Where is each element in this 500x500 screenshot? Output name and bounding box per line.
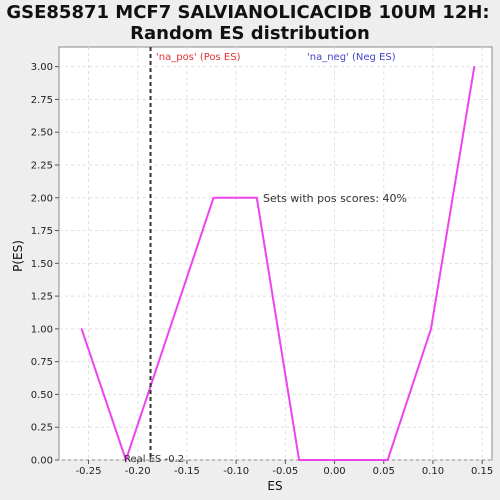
y-tick-label: 0.50: [31, 390, 53, 401]
x-tick-label: 0.05: [373, 466, 395, 477]
x-tick-label: 0.10: [422, 466, 444, 477]
y-ticks: 0.00 0.25 0.50 0.75 1.00 1.25 1.50 1.75 2.00 2.25…: [31, 62, 59, 467]
x-tick-label: 0.00: [323, 466, 345, 477]
legend-neg-es: 'na_neg' (Neg ES): [307, 52, 396, 63]
series: [80, 65, 476, 464]
y-tick-label: 2.00: [31, 193, 53, 204]
series-point: [80, 328, 83, 330]
y-axis-label: P(ES): [11, 240, 25, 272]
pos-scores-annotation: Sets with pos scores: 40%: [263, 192, 407, 205]
series-point: [256, 196, 258, 199]
series-point: [473, 65, 476, 68]
y-tick-label: 2.50: [31, 128, 53, 139]
series-point: [212, 196, 215, 199]
x-ticks: -0.25 -0.20 -0.15 -0.10 -0.05 0.00 0.05 0.10 0.1…: [76, 460, 493, 477]
chart-title-line2: Random ES distribution: [130, 23, 370, 44]
x-tick-label: 0.15: [471, 466, 493, 477]
y-tick-label: 1.75: [31, 226, 53, 237]
plot-area: [58, 46, 493, 461]
x-tick-label: -0.20: [125, 466, 151, 477]
y-tick-label: 0.00: [31, 456, 53, 467]
series-point: [342, 459, 345, 461]
y-tick-label: 1.00: [31, 324, 53, 335]
y-tick-label: 1.50: [31, 259, 53, 270]
y-tick-label: 2.25: [31, 161, 53, 172]
y-tick-label: 3.00: [31, 62, 53, 73]
x-tick-label: -0.10: [223, 466, 249, 477]
y-tick-label: 0.75: [31, 357, 53, 368]
series-point: [298, 459, 300, 461]
x-tick-label: -0.25: [76, 466, 102, 477]
y-tick-label: 2.75: [31, 95, 53, 106]
legend-pos-es: 'na_pos' (Pos ES): [156, 52, 241, 63]
x-tick-label: -0.15: [174, 466, 200, 477]
grid: [59, 47, 492, 461]
x-tick-label: -0.05: [272, 466, 298, 477]
y-tick-label: 0.25: [31, 423, 53, 434]
series-point: [430, 328, 432, 330]
chart-title-line1: GSE85871 MCF7 SALVIANOLICACIDB 10UM 12H:: [6, 2, 489, 23]
x-axis-label: ES: [267, 479, 282, 493]
y-tick-label: 1.25: [31, 292, 53, 303]
real-es-label: Real ES -0.2: [124, 454, 184, 465]
series-point: [125, 459, 127, 461]
series-point: [386, 459, 389, 461]
